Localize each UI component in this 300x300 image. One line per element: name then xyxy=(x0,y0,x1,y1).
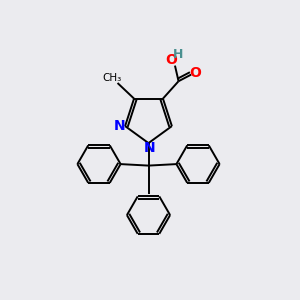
Text: O: O xyxy=(165,53,177,68)
Text: N: N xyxy=(143,142,155,155)
Text: H: H xyxy=(173,48,184,61)
Text: CH₃: CH₃ xyxy=(103,73,122,82)
Text: O: O xyxy=(190,66,202,80)
Text: N: N xyxy=(114,118,125,133)
